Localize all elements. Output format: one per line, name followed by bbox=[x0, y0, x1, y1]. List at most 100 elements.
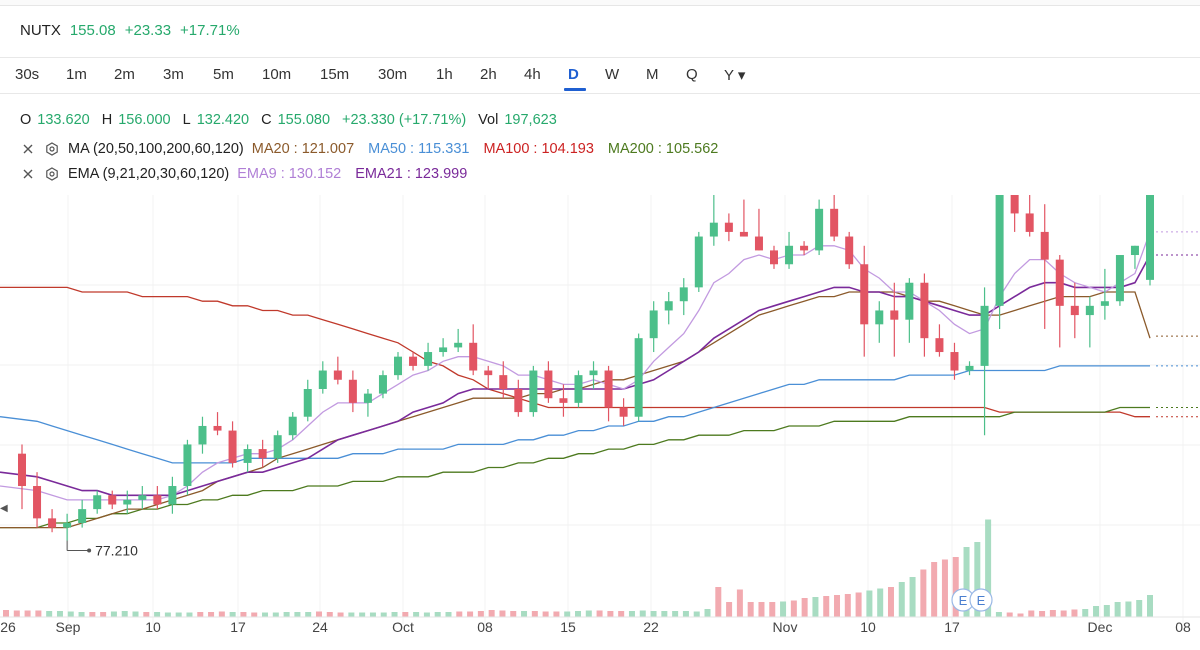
volume-bar bbox=[898, 582, 905, 617]
settings-ema-icon[interactable] bbox=[44, 166, 60, 182]
ma-indicator-name[interactable]: MA (20,50,100,200,60,120) bbox=[68, 141, 244, 157]
volume-bar bbox=[121, 611, 128, 617]
volume-bar bbox=[596, 610, 603, 617]
candle-body bbox=[709, 222, 718, 237]
timeframe-2h[interactable]: 2h bbox=[480, 66, 497, 83]
candle-body bbox=[378, 375, 387, 394]
volume-bar bbox=[855, 592, 862, 617]
candle-body bbox=[33, 486, 42, 519]
volume-bar bbox=[672, 611, 679, 617]
volume-bar bbox=[348, 612, 355, 617]
x-axis-label: Dec bbox=[1088, 619, 1113, 635]
volume-bar bbox=[24, 610, 31, 617]
volume-bar bbox=[1006, 612, 1013, 617]
volume-bar bbox=[78, 612, 85, 617]
timeframe-30m[interactable]: 30m bbox=[378, 66, 408, 83]
volume-bar bbox=[941, 559, 948, 617]
ma200-line bbox=[0, 406, 1150, 529]
remove-ema-icon[interactable] bbox=[20, 166, 36, 182]
candle-body bbox=[845, 236, 854, 265]
candle-body bbox=[288, 416, 297, 436]
symbol-name[interactable]: NUTX bbox=[20, 22, 61, 39]
high-label: H bbox=[101, 112, 113, 128]
collapse-left-icon[interactable]: ◀ bbox=[0, 503, 8, 514]
timeframe-15m[interactable]: 15m bbox=[320, 66, 350, 83]
candle-body bbox=[815, 208, 824, 251]
ema-indicator-name[interactable]: EMA (9,21,20,30,60,120) bbox=[68, 166, 230, 182]
timeframe-y[interactable]: Y ▾ bbox=[724, 67, 746, 84]
x-axis-label: 24 bbox=[312, 619, 328, 635]
volume-bar bbox=[229, 612, 236, 617]
timeframe-w[interactable]: W bbox=[605, 66, 620, 83]
toolbar-divider bbox=[0, 93, 1200, 94]
ma20-value: MA20 : 121.007 bbox=[251, 141, 355, 157]
volume-bar bbox=[218, 611, 225, 617]
volume-bar bbox=[834, 595, 841, 617]
candle-body bbox=[499, 375, 508, 389]
volume-bar bbox=[618, 611, 625, 617]
volume-bar bbox=[3, 610, 9, 617]
volume-bar bbox=[661, 611, 668, 617]
volume-bar bbox=[909, 577, 916, 617]
timeframe-2m[interactable]: 2m bbox=[114, 66, 135, 83]
timeframe-d[interactable]: D bbox=[568, 66, 579, 83]
timeframe-5m[interactable]: 5m bbox=[213, 66, 234, 83]
earnings-badge bbox=[969, 588, 993, 612]
volume-bar bbox=[510, 611, 517, 617]
timeframe-q[interactable]: Q bbox=[686, 66, 698, 83]
timeframe-1m[interactable]: 1m bbox=[66, 66, 87, 83]
volume-bar bbox=[780, 601, 787, 617]
remove-ma-icon[interactable] bbox=[20, 141, 36, 157]
volume-bar bbox=[283, 612, 290, 617]
volume-bar bbox=[564, 611, 571, 617]
candle-body bbox=[183, 444, 192, 487]
change-value: +23.330 (+17.71%) bbox=[342, 112, 467, 128]
volume-bar bbox=[1082, 609, 1089, 617]
timeframe-m[interactable]: M bbox=[646, 66, 659, 83]
timeframe-1h[interactable]: 1h bbox=[436, 66, 453, 83]
volume-bar bbox=[1125, 601, 1132, 617]
candle-body bbox=[1070, 305, 1079, 316]
candle-body bbox=[469, 342, 478, 371]
timeframe-4h[interactable]: 4h bbox=[524, 66, 541, 83]
x-axis-label: 15 bbox=[560, 619, 576, 635]
active-timeframe-underline bbox=[564, 88, 586, 91]
window-top-strip bbox=[0, 0, 1200, 6]
close-value: 155.080 bbox=[277, 112, 331, 128]
volume-bar bbox=[467, 611, 474, 617]
candle-body bbox=[980, 305, 989, 366]
x-axis-label: 08 bbox=[477, 619, 493, 635]
candle-body bbox=[589, 370, 598, 376]
ema9-value: EMA9 : 130.152 bbox=[237, 166, 342, 182]
settings-ma-icon[interactable] bbox=[44, 141, 60, 157]
candle-body bbox=[1146, 195, 1154, 280]
volume-bar bbox=[639, 610, 646, 617]
timeframe-10m[interactable]: 10m bbox=[262, 66, 292, 83]
volume-bar bbox=[13, 610, 20, 617]
earnings-badge-label: E bbox=[959, 593, 968, 608]
volume-bar bbox=[326, 612, 333, 617]
ma20-line bbox=[0, 291, 1151, 529]
ma50-value: MA50 : 115.331 bbox=[368, 141, 470, 157]
candle-body bbox=[318, 370, 327, 389]
candle-body bbox=[905, 282, 914, 320]
candle-body bbox=[754, 236, 763, 251]
volume-bar bbox=[974, 542, 981, 617]
volume-bar bbox=[682, 611, 689, 617]
candle-body bbox=[860, 264, 869, 325]
volume-bar bbox=[1049, 610, 1056, 617]
volume-bar bbox=[305, 612, 312, 617]
timeframe-30s[interactable]: 30s bbox=[15, 66, 40, 83]
candle-body bbox=[273, 435, 282, 459]
candle-body bbox=[409, 356, 418, 366]
low-label: L bbox=[182, 112, 191, 128]
volume-bar bbox=[952, 557, 959, 617]
volume-bar bbox=[1039, 611, 1046, 617]
timeframe-3m[interactable]: 3m bbox=[163, 66, 184, 83]
candle-body bbox=[649, 310, 658, 339]
candle-body bbox=[228, 430, 237, 463]
candle-body bbox=[1130, 245, 1139, 256]
price-chart[interactable]: 158.00077.210EE26Sep101724Oct081522Nov10… bbox=[0, 195, 1200, 650]
candle-body bbox=[1055, 259, 1064, 306]
volume-bar bbox=[35, 610, 42, 617]
